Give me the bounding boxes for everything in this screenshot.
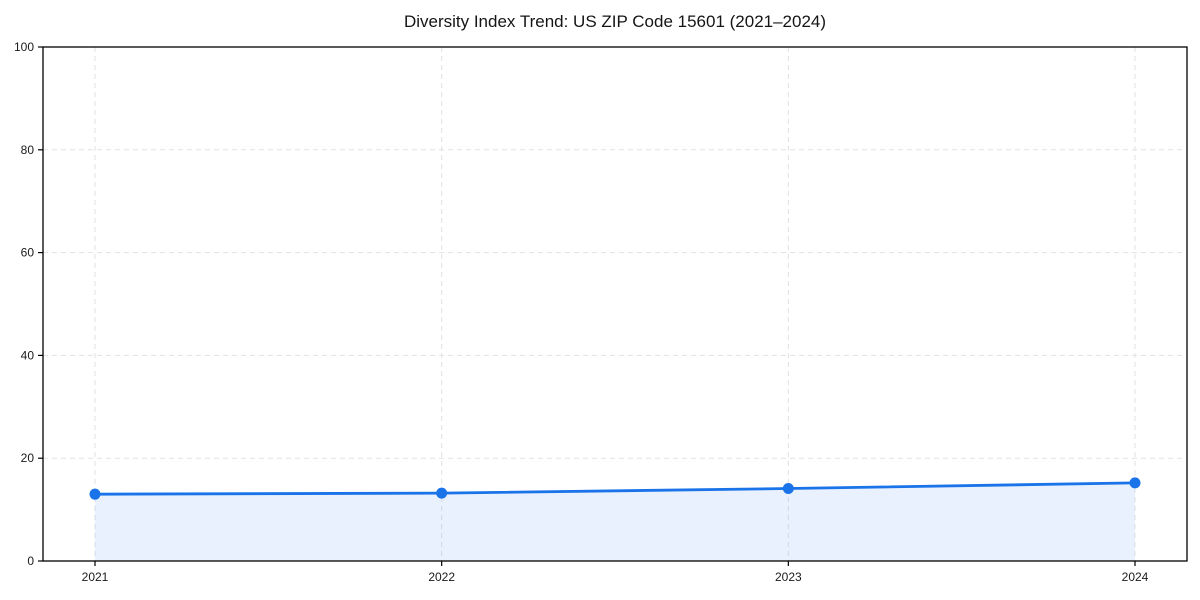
y-axis-tick-label: 20 (21, 451, 35, 465)
x-axis-tick-label: 2023 (775, 570, 802, 584)
data-point-marker (1129, 477, 1141, 489)
series-line (93, 481, 1137, 496)
y-axis-tick-label: 60 (21, 246, 35, 260)
x-axis-tick-label: 2024 (1122, 570, 1149, 584)
y-axis-tick-label: 80 (21, 143, 35, 157)
y-axis-tick-label: 100 (14, 40, 34, 54)
x-axis-tick-label: 2021 (82, 570, 109, 584)
y-axis-tick-label: 40 (21, 348, 35, 362)
data-point-marker (782, 483, 794, 495)
data-point-marker (436, 487, 448, 499)
plot-box-spines (42, 46, 1188, 562)
x-axis-tick-label: 2022 (428, 570, 455, 584)
y-axis-tick-label: 0 (27, 554, 34, 568)
chart-title: Diversity Index Trend: US ZIP Code 15601… (403, 12, 827, 31)
data-point-marker (89, 488, 101, 500)
series-area-fill (95, 482, 1135, 561)
